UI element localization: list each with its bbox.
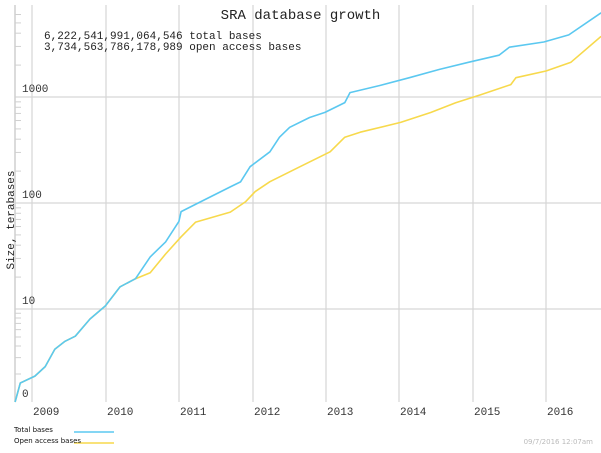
chart-title: SRA database growth xyxy=(220,8,381,24)
y-axis-minor-ticks xyxy=(15,14,21,375)
x-tick-label: 2014 xyxy=(400,407,427,419)
timestamp: 09/7/2016 12:07am xyxy=(523,438,593,446)
legend-swatches xyxy=(74,431,114,444)
x-tick-label: 2010 xyxy=(107,407,134,419)
y-axis-label: Size, terabases xyxy=(6,170,18,270)
legend-item-open-access: Open access bases xyxy=(14,437,81,445)
x-tick-label: 2015 xyxy=(474,407,501,419)
y-tick-label: 1000 xyxy=(22,84,49,96)
legend-label-total: Total bases xyxy=(14,426,53,434)
legend-label-open-access: Open access bases xyxy=(14,437,82,445)
total-bases-line xyxy=(14,12,601,403)
x-tick-label: 2016 xyxy=(547,407,574,419)
x-tick-label: 2012 xyxy=(254,407,281,419)
x-tick-label: 2011 xyxy=(180,407,207,419)
legend-item-total: Total bases xyxy=(14,426,53,434)
x-tick-label: 2013 xyxy=(327,407,354,419)
y-tick-label: 100 xyxy=(22,190,42,202)
total-bases-text: 6,222,541,991,064,546 total bases xyxy=(44,31,262,43)
series-lines xyxy=(14,12,601,403)
x-tick-label: 2009 xyxy=(33,407,60,419)
totals-annotation: 6,222,541,991,064,546 total bases 3,734,… xyxy=(44,32,301,54)
gridlines xyxy=(15,5,601,402)
y-tick-label: 10 xyxy=(22,296,36,308)
open-access-bases-text: 3,734,563,786,178,989 open access bases xyxy=(44,42,302,54)
y-tick-label: 0 xyxy=(22,389,29,401)
open-access-bases-line xyxy=(14,35,601,403)
